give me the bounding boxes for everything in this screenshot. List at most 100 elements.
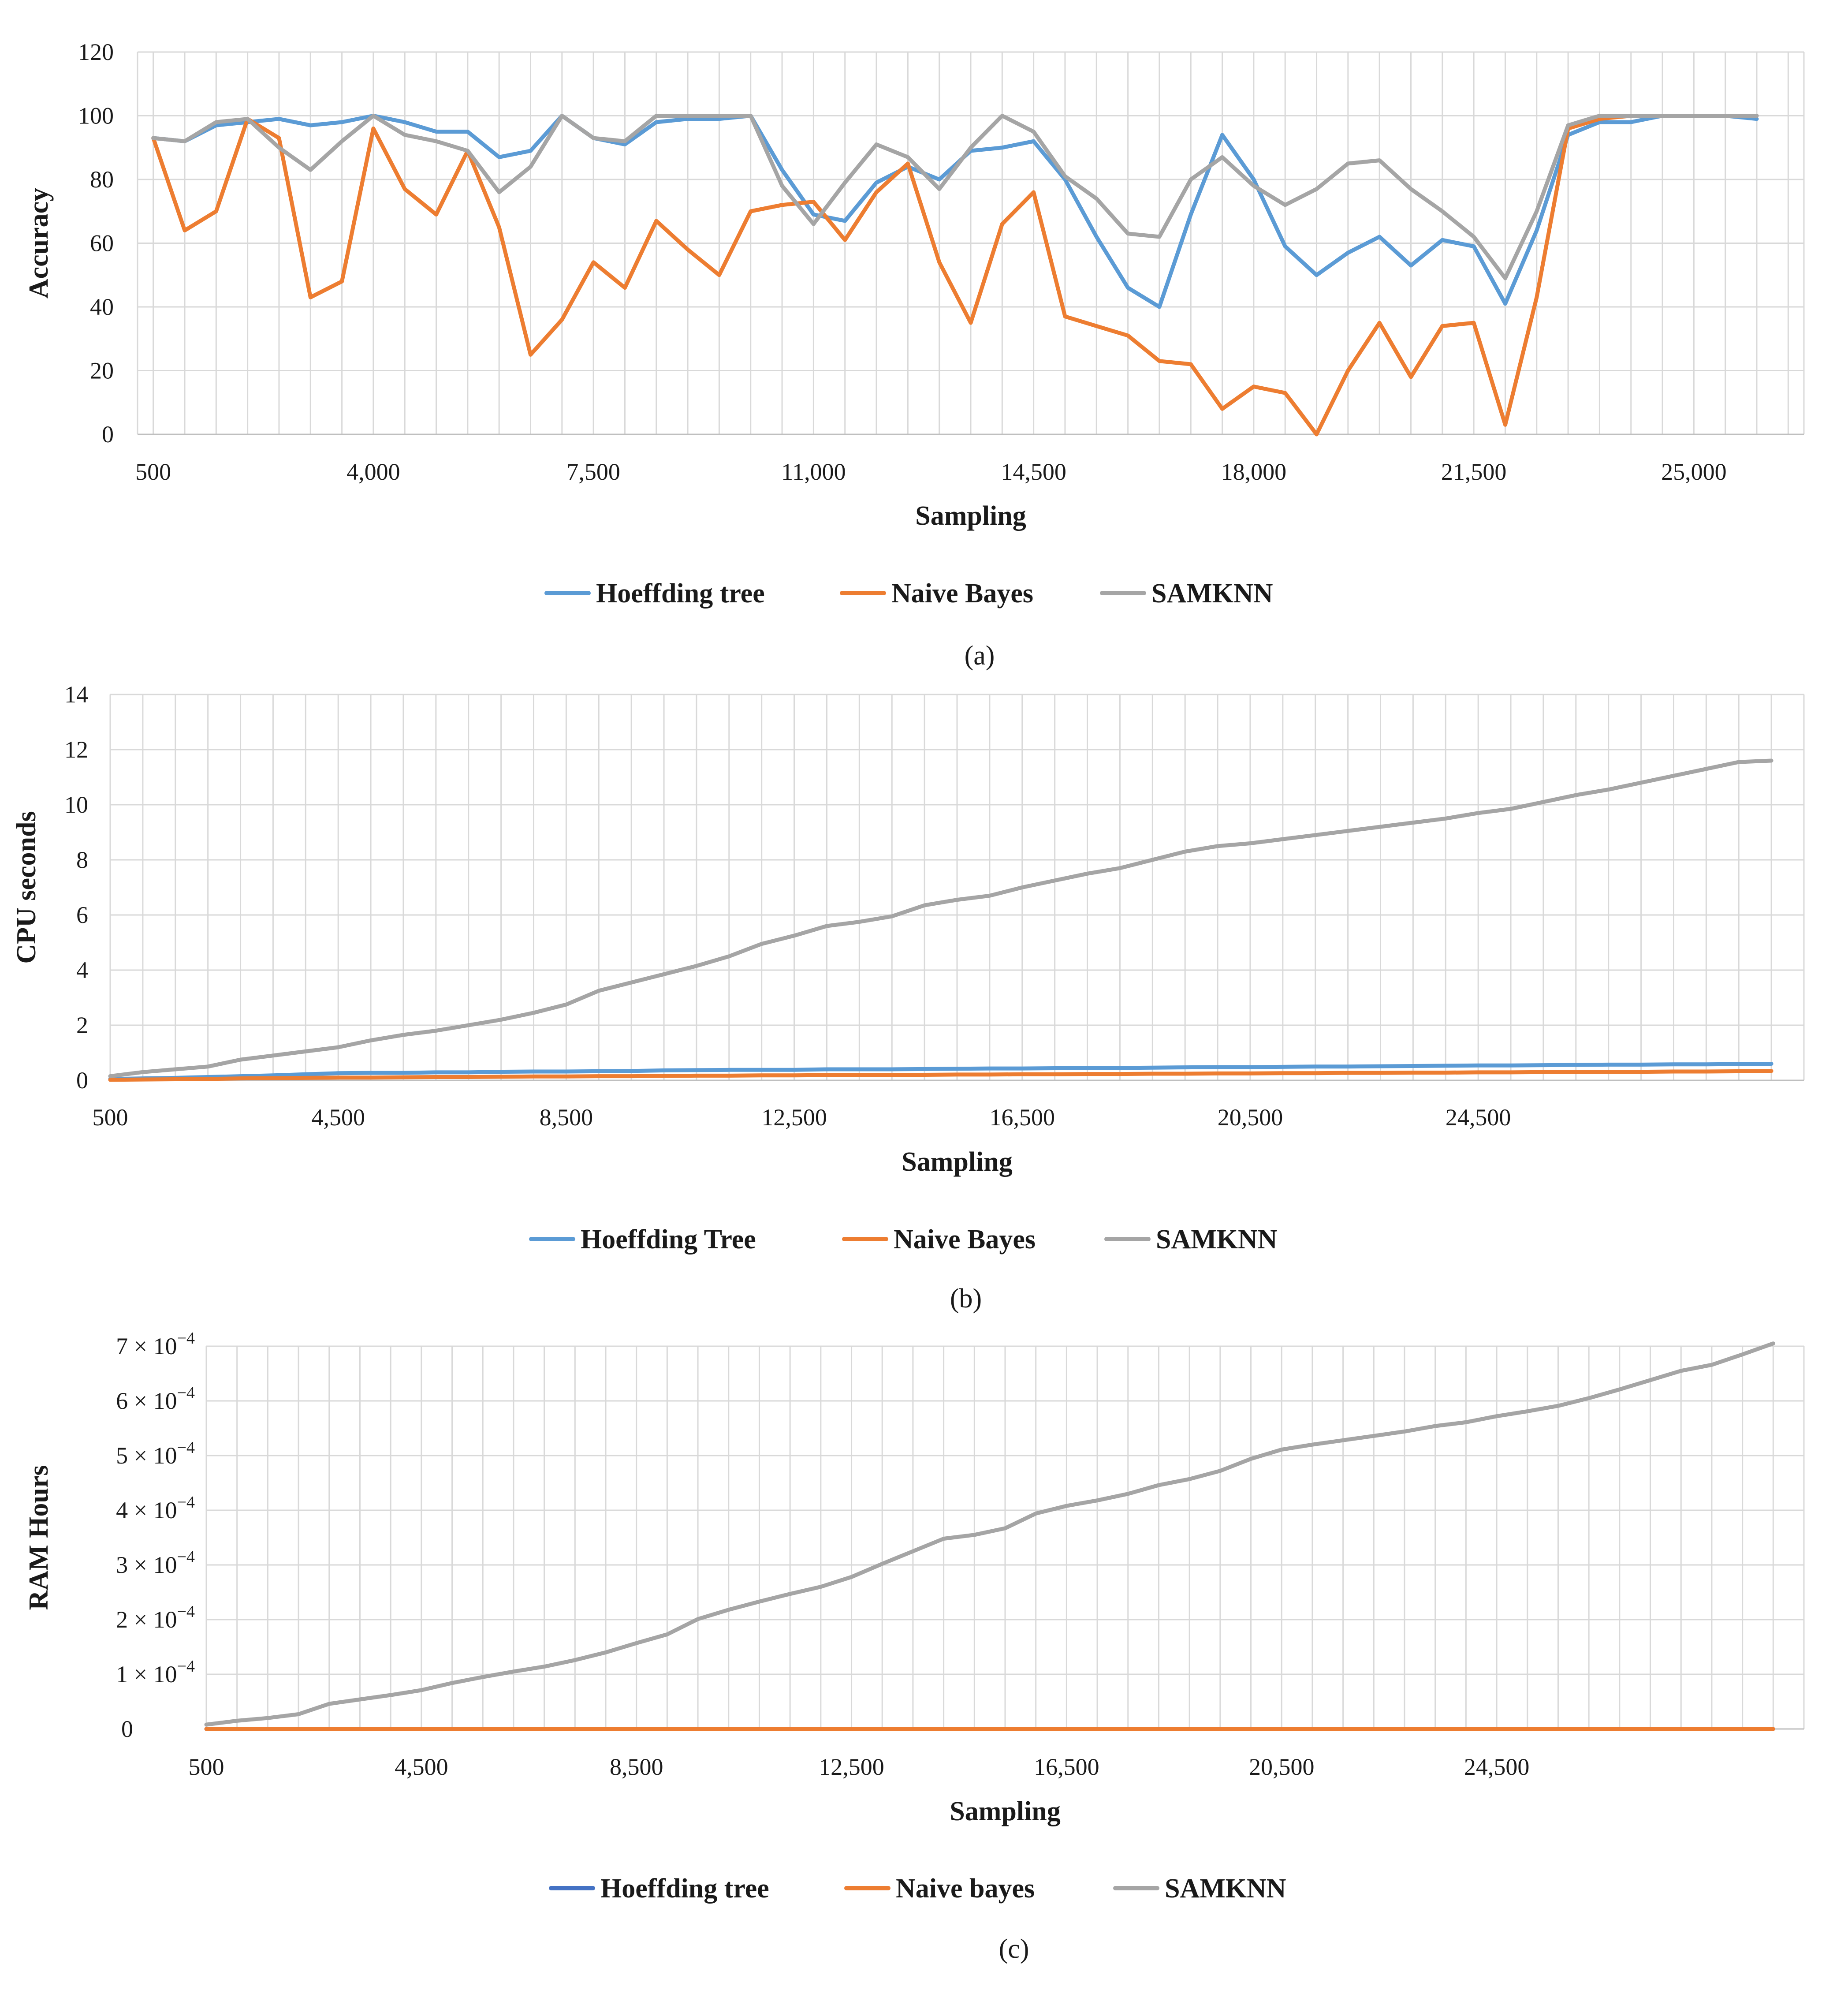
x-tick-label: 14,500 (1001, 459, 1066, 485)
x-axis: 500 4,500 8,500 12,500 16,500 20,500 24,500 (93, 1104, 1511, 1131)
legend-item: Hoeffding tree (549, 1874, 769, 1904)
chart-panel-a: 0 20 40 60 80 100 120 500 4,000 7,500 11,000 14,500… (24, 39, 1805, 671)
chart-panel-c: 01 × 10−42 × 10−43 × 10−44 × 10−45 × 10−… (24, 1329, 1805, 1964)
x-tick-label: 25,000 (1661, 459, 1727, 485)
legend-label: Hoeffding tree (600, 1874, 769, 1904)
y-tick-label: 20 (90, 358, 114, 384)
y-tick-label: 6 × 10−4 (116, 1384, 195, 1414)
y-tick-exponent: −4 (177, 1329, 195, 1348)
x-tick-label: 500 (135, 459, 171, 485)
y-tick-exponent: −4 (177, 1657, 195, 1676)
y-tick-label: 0 (121, 1716, 133, 1742)
x-tick-label: 18,000 (1221, 459, 1287, 485)
y-tick-label: 2 (76, 1012, 88, 1038)
y-tick-exponent: −4 (177, 1384, 195, 1402)
y-tick-label: 8 (76, 847, 88, 873)
legend-item: SAMKNN (1104, 1225, 1278, 1255)
panel-caption: (a) (965, 641, 995, 671)
legend-item: Hoeffding Tree (529, 1225, 756, 1255)
y-tick-label: 80 (90, 166, 114, 193)
y-tick-exponent: −4 (177, 1493, 195, 1512)
panel-caption: (c) (999, 1934, 1029, 1964)
y-tick-label: 12 (64, 736, 88, 763)
y-tick-label: 6 (76, 902, 88, 928)
y-tick-label: 5 × 10−4 (116, 1438, 195, 1469)
legend-label: SAMKNN (1165, 1874, 1286, 1904)
legend: Hoeffding tree Naive Bayes SAMKNN (544, 579, 1273, 609)
x-tick-label: 11,000 (781, 459, 846, 485)
legend-label: SAMKNN (1156, 1225, 1278, 1255)
x-tick-label: 20,500 (1249, 1754, 1315, 1780)
series-line-samknn (108, 758, 1773, 1079)
legend-item: Hoeffding tree (544, 579, 765, 609)
x-tick-label: 16,500 (1034, 1754, 1099, 1780)
vertical-gridlines (109, 694, 1805, 1080)
y-axis-title: Accuracy (24, 188, 54, 299)
x-tick-label: 20,500 (1218, 1104, 1283, 1131)
x-tick-label: 21,500 (1441, 459, 1507, 485)
y-tick-times: × 10 (134, 1442, 177, 1469)
x-tick-label: 16,500 (990, 1104, 1055, 1131)
y-tick-label: 2 × 10−4 (116, 1602, 195, 1633)
legend-item: Naive Bayes (840, 579, 1033, 609)
y-axis: 01 × 10−42 × 10−43 × 10−44 × 10−45 × 10−… (116, 1329, 1804, 1742)
legend-label: SAMKNN (1151, 579, 1273, 609)
y-tick-times: × 10 (134, 1606, 177, 1633)
y-tick-times: × 10 (134, 1497, 177, 1523)
series-line-naive-bayes (151, 114, 1759, 437)
series-line-hoeffding-tree (151, 114, 1759, 309)
y-tick-label: 0 (76, 1067, 88, 1094)
x-axis-title: Sampling (950, 1796, 1061, 1826)
chart-panel-b: 0 2 4 6 8 10 12 14 500 4,500 8,500 12,500 16,500 20,5… (11, 681, 1805, 1314)
legend-item: SAMKNN (1113, 1874, 1286, 1904)
x-axis: 500 4,000 7,500 11,000 14,500 18,000 21,500 25,… (135, 459, 1726, 485)
x-tick-label: 8,500 (610, 1754, 663, 1780)
legend-label: Naive bayes (896, 1874, 1035, 1904)
x-axis-title: Sampling (915, 501, 1026, 531)
panel-caption: (b) (950, 1284, 982, 1314)
x-tick-label: 500 (93, 1104, 128, 1131)
legend-item: Naive bayes (844, 1874, 1035, 1904)
y-tick-label: 40 (90, 294, 114, 320)
x-tick-label: 4,500 (311, 1104, 365, 1131)
y-tick-mantissa: 7 (116, 1333, 134, 1359)
x-tick-label: 12,500 (819, 1754, 884, 1780)
y-tick-label: 0 (102, 421, 114, 448)
y-tick-mantissa: 1 (116, 1661, 134, 1688)
y-axis-title: CPU seconds (11, 811, 41, 963)
legend-label: Naive Bayes (894, 1225, 1036, 1255)
x-tick-label: 4,500 (395, 1754, 448, 1780)
y-tick-label: 4 (76, 957, 88, 983)
y-tick-times: × 10 (134, 1388, 177, 1414)
y-tick-label: 100 (78, 103, 114, 129)
series-line-samknn (204, 1341, 1775, 1727)
legend-label: Hoeffding tree (596, 579, 765, 609)
legend-label: Naive Bayes (891, 579, 1033, 609)
legend: Hoeffding tree Naive bayes SAMKNN (549, 1874, 1286, 1904)
y-tick-label: 120 (78, 39, 114, 65)
legend-item: Naive Bayes (842, 1225, 1036, 1255)
x-tick-label: 500 (189, 1754, 224, 1780)
y-tick-mantissa: 2 (116, 1606, 134, 1633)
legend: Hoeffding Tree Naive Bayes SAMKNN (529, 1225, 1278, 1255)
legend-item: SAMKNN (1100, 579, 1273, 609)
y-tick-label: 10 (64, 792, 88, 818)
y-tick-mantissa: 3 (116, 1552, 134, 1578)
y-tick-label: 14 (64, 681, 88, 708)
y-tick-mantissa: 5 (116, 1442, 134, 1469)
y-tick-times: × 10 (134, 1661, 177, 1688)
x-tick-label: 12,500 (761, 1104, 827, 1131)
series-line-naive-bayes (108, 1069, 1773, 1082)
y-tick-label: 60 (90, 230, 114, 257)
y-tick-times: × 10 (134, 1333, 177, 1359)
x-tick-label: 24,500 (1464, 1754, 1530, 1780)
x-tick-label: 8,500 (540, 1104, 593, 1131)
vertical-gridlines (205, 1346, 1805, 1729)
series-line-hoeffding-tree (108, 1062, 1773, 1081)
series-line-samknn (151, 114, 1759, 280)
y-tick-label: 3 × 10−4 (116, 1548, 195, 1578)
y-tick-times: × 10 (134, 1552, 177, 1578)
y-tick-exponent: −4 (177, 1438, 195, 1457)
x-tick-label: 24,500 (1446, 1104, 1511, 1131)
